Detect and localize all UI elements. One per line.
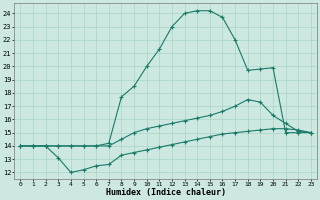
- X-axis label: Humidex (Indice chaleur): Humidex (Indice chaleur): [106, 188, 226, 197]
